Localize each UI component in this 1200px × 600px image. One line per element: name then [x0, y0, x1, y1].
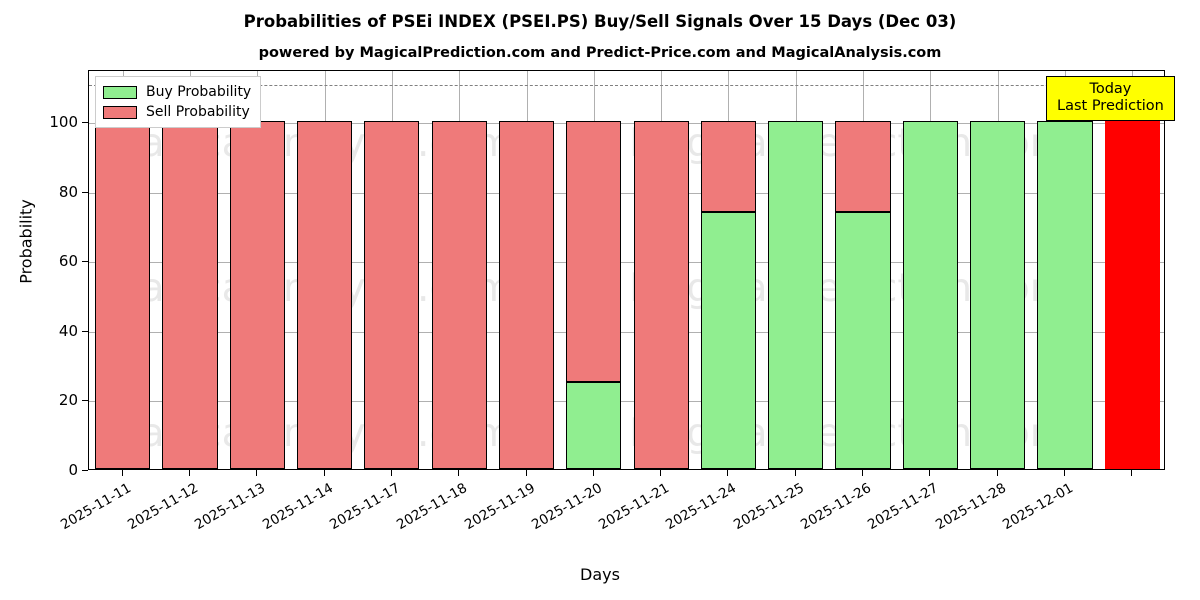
- bar-group[interactable]: [1104, 71, 1160, 469]
- plot-area: MagicalAnalysis.comMagicalPrediction.com…: [88, 70, 1165, 470]
- x-tick-mark: [256, 470, 258, 476]
- x-tick-mark: [929, 470, 931, 476]
- y-tick-mark: [82, 470, 88, 471]
- bar-group[interactable]: [700, 71, 757, 469]
- bar-group[interactable]: [768, 71, 824, 469]
- bar-segment-buy[interactable]: [566, 382, 622, 469]
- y-tick-mark: [82, 261, 88, 263]
- bar-segment-buy[interactable]: [768, 121, 824, 469]
- bar-segment-buy[interactable]: [970, 121, 1026, 469]
- y-tick-mark: [82, 330, 88, 332]
- bar-group[interactable]: [296, 71, 353, 469]
- bar-segment-sell[interactable]: [700, 121, 757, 212]
- x-tick-mark: [660, 470, 662, 476]
- x-tick-mark: [458, 470, 460, 476]
- chart-subtitle: powered by MagicalPrediction.com and Pre…: [258, 45, 942, 61]
- gridline-horizontal: [89, 331, 1164, 333]
- bar-group[interactable]: [95, 71, 151, 469]
- y-tick-mark: [82, 191, 88, 193]
- y-tick-label: 60: [58, 252, 78, 271]
- gridline-horizontal: [89, 123, 1164, 125]
- bar-group[interactable]: [229, 71, 285, 469]
- gridline-horizontal: [89, 262, 1164, 264]
- bar-segment-buy[interactable]: [835, 211, 891, 469]
- y-tick-label: 20: [58, 391, 78, 410]
- y-tick-label: 40: [58, 321, 78, 340]
- today-annotation-line2: Last Prediction: [1057, 98, 1164, 115]
- bar-segment-sell[interactable]: [364, 121, 420, 469]
- x-tick-mark: [121, 470, 123, 476]
- bar-segment-buy[interactable]: [1037, 121, 1093, 469]
- bar-segment-sell[interactable]: [835, 121, 891, 212]
- legend-swatch-sell: [103, 105, 137, 119]
- bar-segment-sell[interactable]: [162, 121, 218, 469]
- bar-segment-sell[interactable]: [498, 121, 555, 469]
- x-tick-mark: [592, 470, 594, 476]
- legend-item[interactable]: Sell Probability: [103, 102, 251, 122]
- today-annotation-line1: Today: [1089, 81, 1132, 97]
- bar-group[interactable]: [902, 71, 958, 469]
- bar-group[interactable]: [1037, 71, 1093, 469]
- bar-segment-sell[interactable]: [296, 121, 353, 469]
- x-tick-mark: [1064, 470, 1066, 476]
- chart-legend: Buy Probability Sell Probability: [95, 76, 262, 128]
- x-tick-mark: [188, 470, 190, 476]
- bar-group[interactable]: [970, 71, 1026, 469]
- x-tick-mark: [1131, 470, 1133, 476]
- legend-label: Sell Probability: [146, 104, 250, 120]
- y-tick-mark: [82, 122, 88, 124]
- bar-segment-sell[interactable]: [229, 121, 285, 469]
- x-tick-mark: [390, 470, 392, 476]
- bar-group[interactable]: [431, 71, 487, 469]
- today-annotation: Today Last Prediction: [1046, 76, 1175, 122]
- gridline-horizontal: [89, 192, 1164, 194]
- reference-line: [89, 84, 1164, 86]
- x-tick-mark: [525, 470, 527, 476]
- bar-group[interactable]: [364, 71, 420, 469]
- y-tick-label: 100: [49, 113, 78, 132]
- gridline-horizontal: [89, 401, 1164, 403]
- bar-segment-today[interactable]: [1104, 121, 1160, 469]
- x-tick-mark: [727, 470, 729, 476]
- bar-group[interactable]: [566, 71, 622, 469]
- x-tick-mark: [996, 470, 998, 476]
- bar-segment-buy[interactable]: [902, 121, 958, 469]
- legend-swatch-buy: [103, 85, 137, 99]
- y-tick-label: 0: [68, 461, 78, 479]
- bar-segment-sell[interactable]: [95, 121, 151, 469]
- bar-segment-sell[interactable]: [633, 121, 689, 469]
- bar-group[interactable]: [835, 71, 891, 469]
- bar-segment-sell[interactable]: [566, 121, 622, 383]
- legend-label: Buy Probability: [146, 84, 252, 100]
- y-axis-label: Probability: [16, 199, 36, 284]
- legend-item[interactable]: Buy Probability: [103, 82, 251, 102]
- x-tick-mark: [323, 470, 325, 476]
- chart-title: Probabilities of PSEi INDEX (PSEI.PS) Bu…: [243, 12, 957, 31]
- x-axis-label: Days: [580, 565, 620, 584]
- x-tick-mark: [862, 470, 864, 476]
- x-tick-mark: [794, 470, 796, 476]
- bar-group[interactable]: [498, 71, 555, 469]
- bar-group[interactable]: [162, 71, 218, 469]
- bar-group[interactable]: [633, 71, 689, 469]
- bar-segment-sell[interactable]: [431, 121, 487, 469]
- y-tick-label: 80: [58, 182, 78, 201]
- bar-segment-buy[interactable]: [700, 211, 757, 469]
- y-tick-mark: [82, 400, 88, 402]
